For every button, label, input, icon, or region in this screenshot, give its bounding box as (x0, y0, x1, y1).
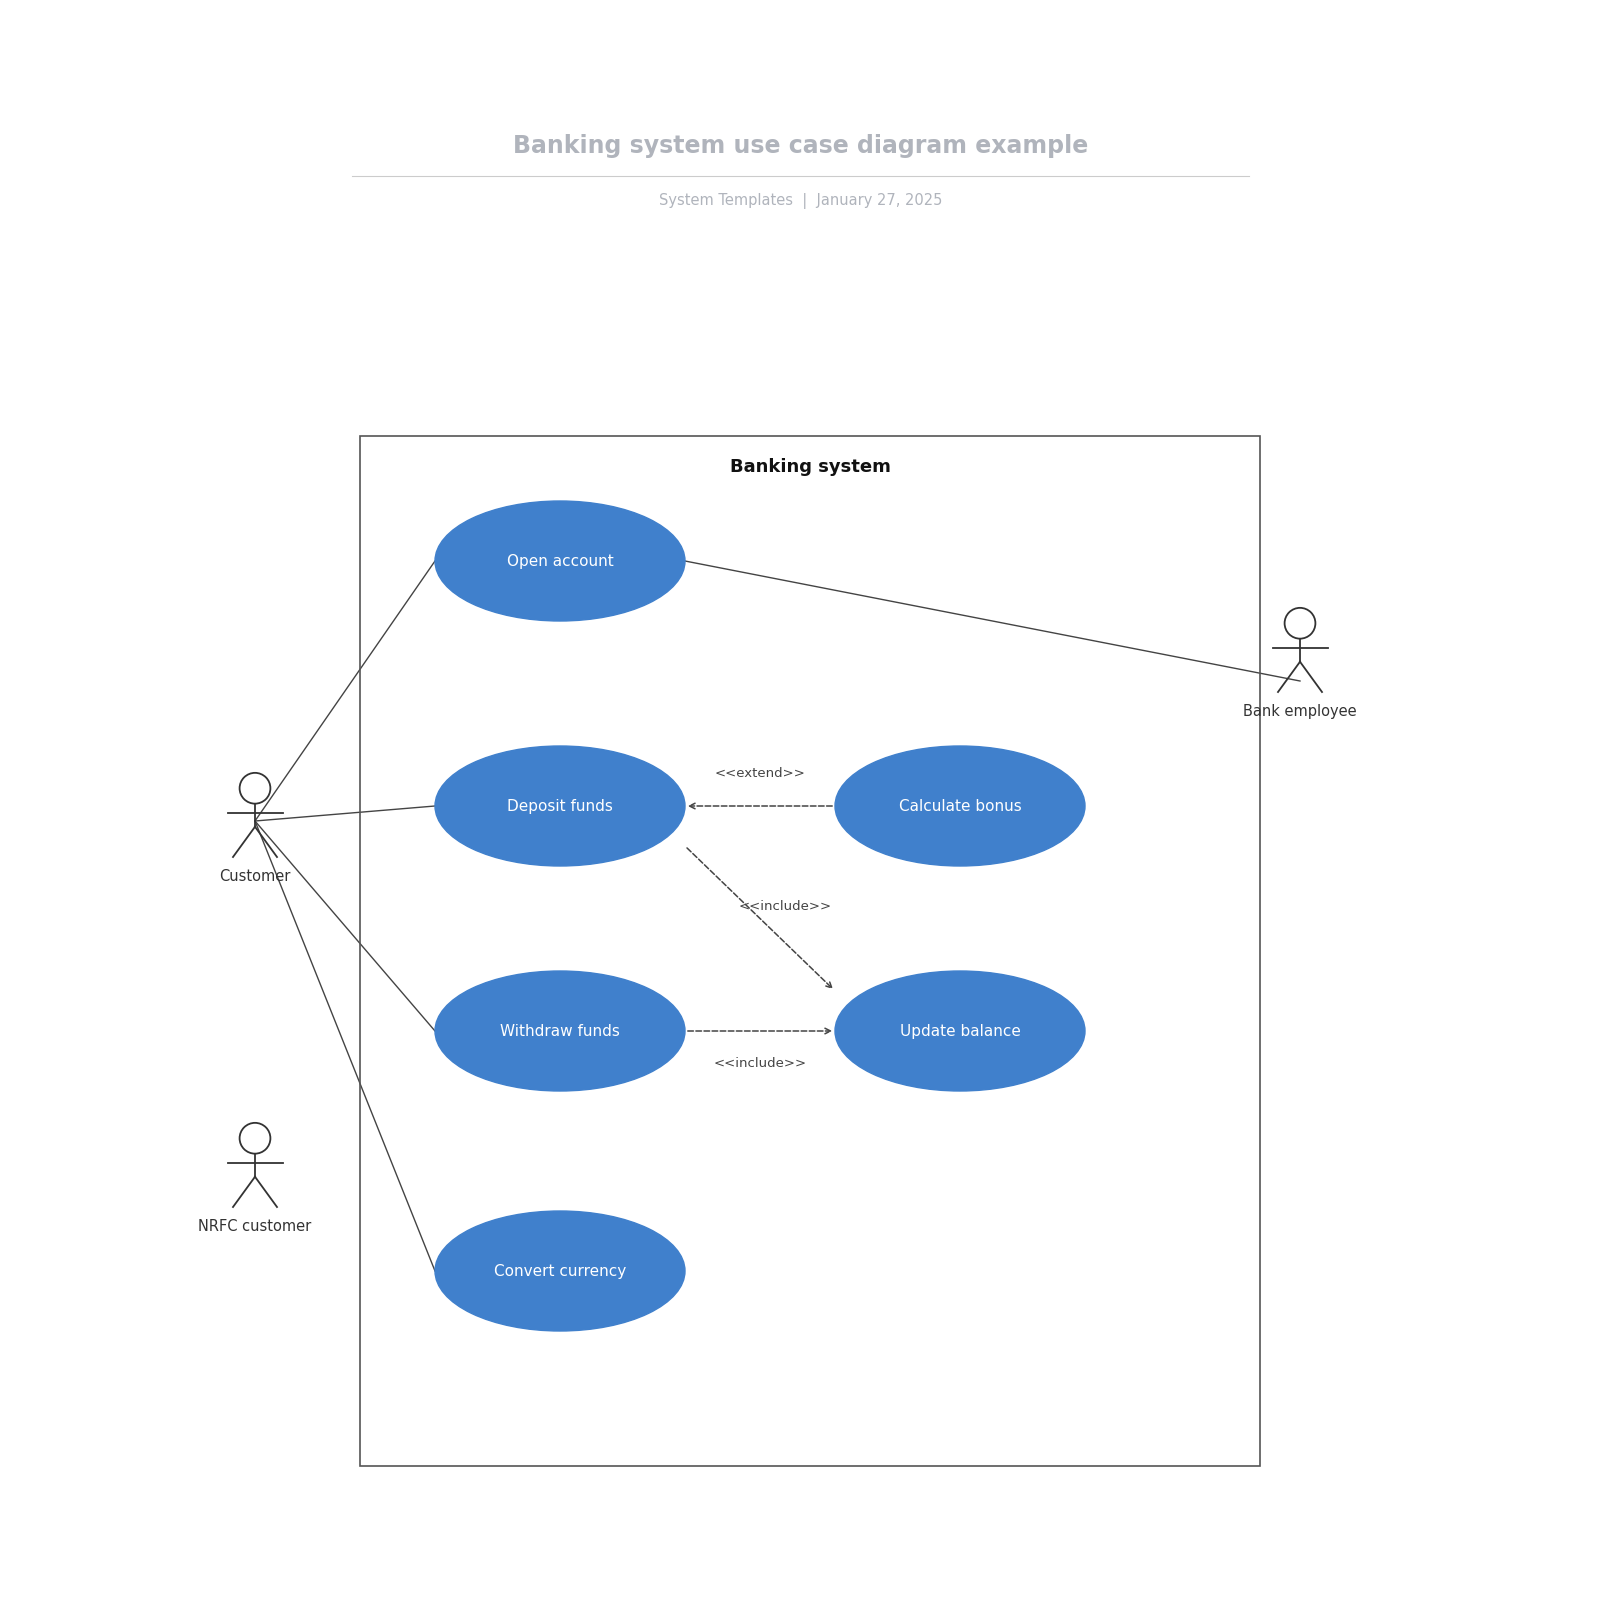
Text: NRFC customer: NRFC customer (199, 1218, 312, 1234)
Ellipse shape (836, 746, 1085, 866)
Text: System Templates  |  January 27, 2025: System Templates | January 27, 2025 (660, 194, 941, 210)
Ellipse shape (435, 970, 685, 1090)
Ellipse shape (435, 746, 685, 866)
Text: Update balance: Update balance (900, 1023, 1020, 1039)
Ellipse shape (435, 1210, 685, 1330)
Text: Withdraw funds: Withdraw funds (500, 1023, 620, 1039)
Text: Customer: Customer (219, 869, 291, 884)
Text: Banking system: Banking system (730, 458, 890, 475)
Text: Open account: Open account (506, 554, 613, 568)
Text: <<extend>>: <<extend>> (714, 767, 805, 780)
Text: Convert currency: Convert currency (493, 1263, 626, 1279)
Text: Deposit funds: Deposit funds (508, 799, 613, 813)
Bar (360, 435, 1260, 1467)
Text: <<include>>: <<include>> (738, 900, 831, 913)
Text: Bank employee: Bank employee (1244, 704, 1356, 719)
Ellipse shape (435, 501, 685, 621)
Text: Calculate bonus: Calculate bonus (898, 799, 1021, 813)
Ellipse shape (836, 970, 1085, 1090)
Text: Banking system use case diagram example: Banking system use case diagram example (512, 134, 1089, 158)
Text: <<include>>: <<include>> (714, 1057, 807, 1069)
